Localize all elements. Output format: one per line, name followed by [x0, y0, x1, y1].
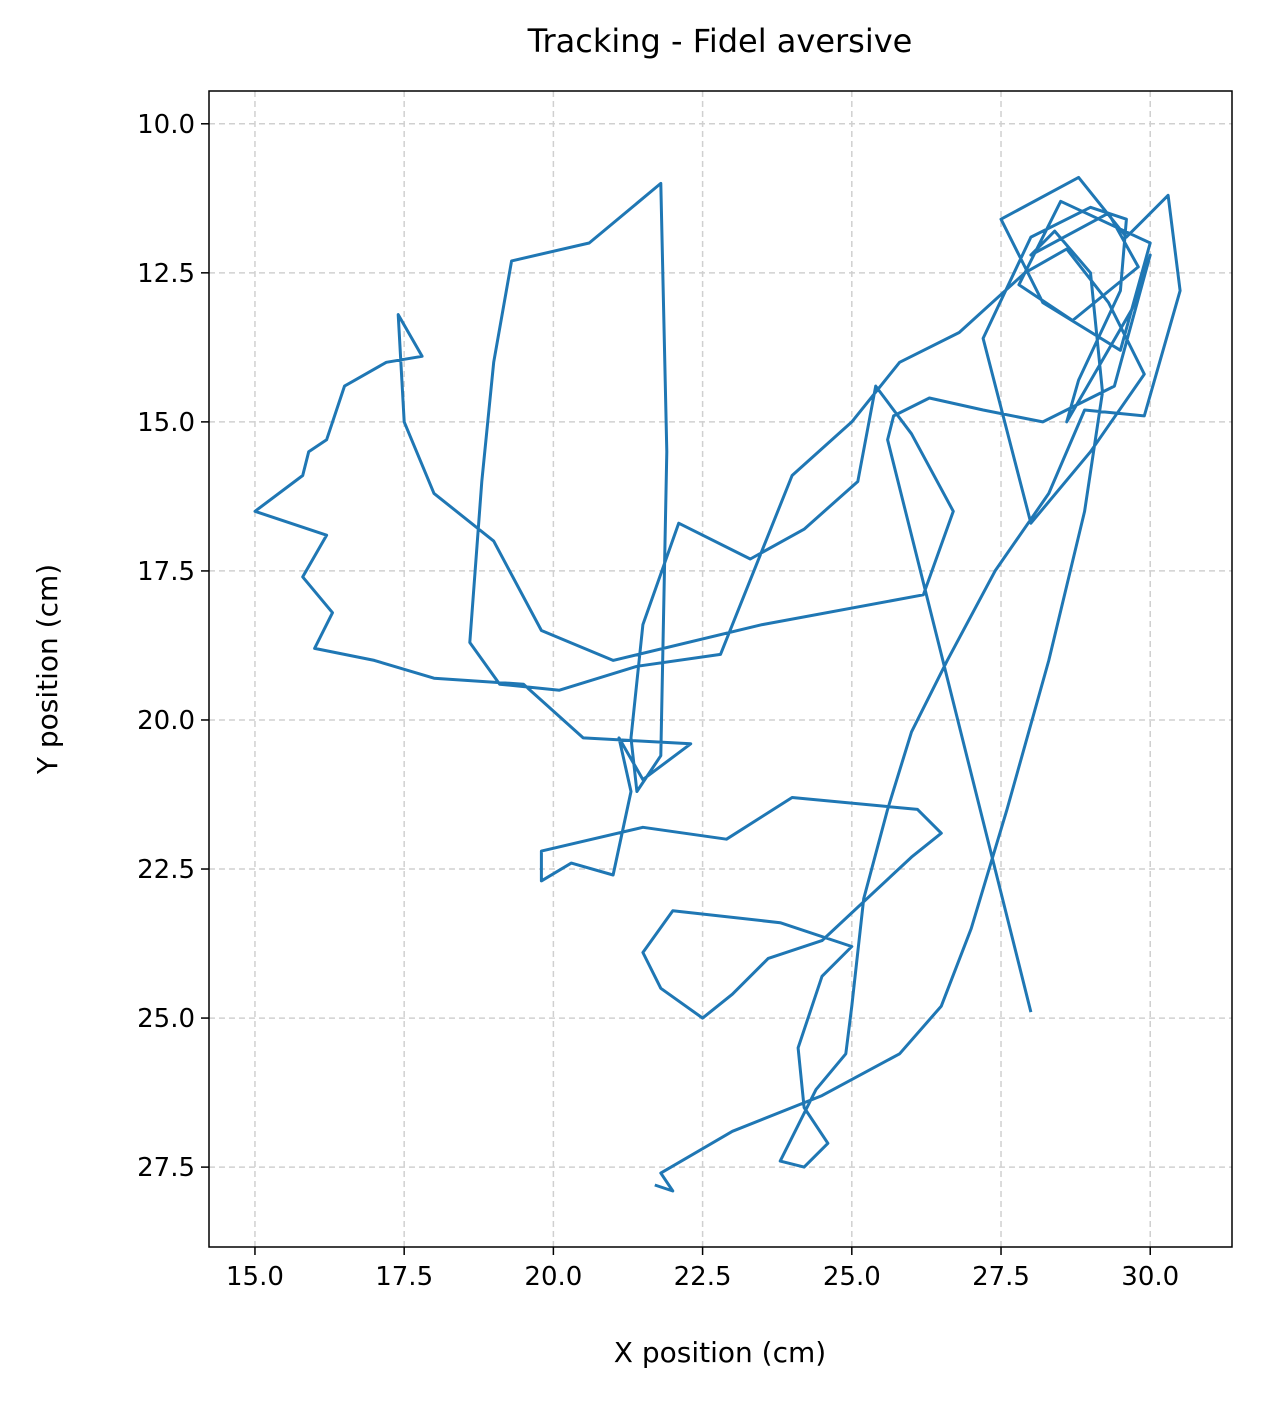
- x-tick-label: 22.5: [674, 1262, 732, 1292]
- y-tick-label: 12.5: [137, 259, 195, 289]
- x-axis-label: X position (cm): [614, 1336, 826, 1369]
- x-tick-label: 20.0: [524, 1262, 582, 1292]
- x-tick-label: 17.5: [375, 1262, 433, 1292]
- y-tick-label: 20.0: [137, 706, 195, 736]
- y-axis-label: Y position (cm): [31, 564, 64, 775]
- y-tick-label: 17.5: [137, 557, 195, 587]
- x-tick-label: 27.5: [972, 1262, 1030, 1292]
- y-tick-label: 27.5: [137, 1153, 195, 1183]
- x-tick-label: 15.0: [226, 1262, 284, 1292]
- y-tick-label: 22.5: [137, 855, 195, 885]
- y-tick-label: 15.0: [137, 408, 195, 438]
- y-tick-label: 10.0: [137, 110, 195, 140]
- plot-frame: [208, 90, 1233, 1248]
- x-tick-label: 25.0: [823, 1262, 881, 1292]
- trajectory-line: [253, 175, 1182, 1193]
- chart-title: Tracking - Fidel aversive: [527, 22, 913, 60]
- y-tick-label: 25.0: [137, 1004, 195, 1034]
- x-tick-label: 30.0: [1121, 1262, 1179, 1292]
